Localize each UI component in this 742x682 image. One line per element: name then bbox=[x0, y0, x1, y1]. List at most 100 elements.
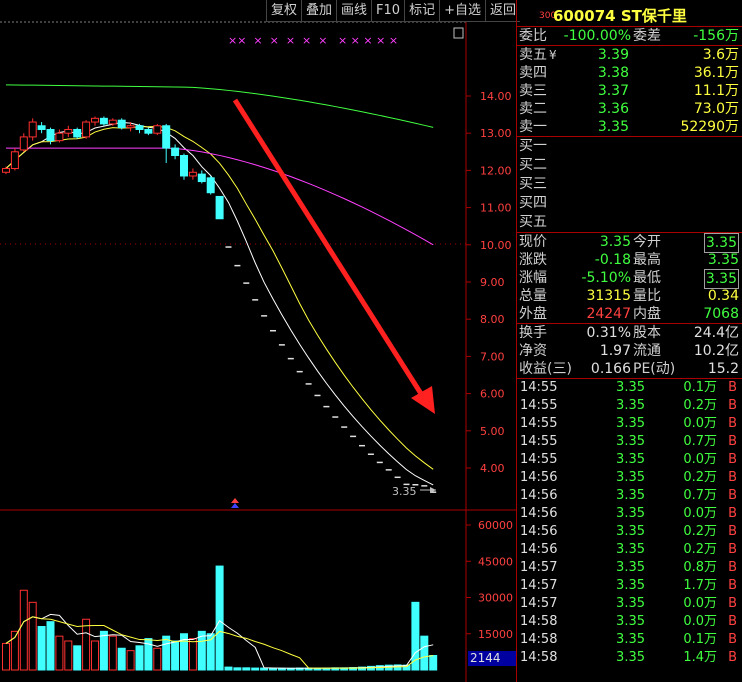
tick-row: 14:58 3.35 0.1万 B bbox=[517, 631, 742, 649]
tick-side: B bbox=[728, 398, 737, 413]
add-watchlist-button[interactable]: +自选 bbox=[439, 0, 485, 22]
weibi-label: 委比 bbox=[519, 28, 547, 44]
volume-bar bbox=[429, 655, 438, 671]
ma20-line bbox=[6, 147, 434, 246]
bid-row: 买五 bbox=[517, 213, 742, 232]
volume-bar bbox=[242, 667, 251, 671]
bid-label: 买三 bbox=[519, 176, 547, 192]
ask-row: 卖五 ¥3.39 3.6万 bbox=[517, 46, 742, 64]
mark-button[interactable]: 标记 bbox=[404, 0, 440, 22]
f10-button[interactable]: F10 bbox=[371, 0, 405, 22]
volume-bar bbox=[171, 640, 180, 671]
tick-time: 14:55 bbox=[520, 452, 558, 467]
ask-label: 卖一 bbox=[519, 119, 547, 135]
stat-label-2: 量比 bbox=[633, 288, 661, 304]
ask-label: 卖五 bbox=[519, 47, 547, 63]
stock-title[interactable]: 600074 ST保千里 bbox=[553, 7, 687, 25]
bid-label: 买四 bbox=[519, 195, 547, 211]
tick-time: 14:55 bbox=[520, 380, 558, 395]
candle bbox=[188, 171, 197, 177]
trend-arrow-head-icon bbox=[411, 386, 435, 414]
candle bbox=[135, 125, 144, 130]
draw-line-button[interactable]: 画线 bbox=[336, 0, 372, 22]
volume-bar bbox=[46, 621, 55, 671]
ma5-line bbox=[5, 121, 434, 486]
tick-list[interactable]: 14:55 3.35 0.1万 B 14:55 3.35 0.2万 B 14:55 3.35 0.0… bbox=[517, 379, 742, 667]
tick-price: 3.35 bbox=[616, 506, 645, 521]
candle bbox=[46, 128, 55, 142]
tick-time: 14:55 bbox=[520, 416, 558, 431]
stat-value: 24247 bbox=[586, 306, 631, 322]
ask-volume: 36.1万 bbox=[693, 65, 739, 81]
bid-label: 买二 bbox=[519, 157, 547, 173]
kline-svg[interactable]: 14.00 13.00 12.00 11.00 10.00 9.00 8.00 7.00 6.0… bbox=[0, 0, 516, 682]
volume-bar bbox=[144, 638, 153, 671]
candle bbox=[73, 128, 82, 138]
tick-price: 3.35 bbox=[616, 614, 645, 629]
volume-bar bbox=[37, 626, 46, 671]
window-icon[interactable] bbox=[453, 27, 464, 39]
volume-bar bbox=[269, 667, 277, 671]
volume-bar bbox=[126, 650, 135, 671]
stat-value-2: 3.35 bbox=[707, 252, 739, 268]
ask-mark: ¥ bbox=[549, 48, 557, 62]
fund-value-2: 15.2 bbox=[707, 361, 739, 377]
price-tick-label: 7.00 bbox=[480, 350, 505, 363]
fund-label-2: 流通 bbox=[633, 343, 661, 359]
candle bbox=[108, 119, 117, 125]
fund-label-2: PE(动) bbox=[633, 361, 676, 377]
volume-bar bbox=[91, 640, 99, 671]
ma10-line bbox=[5, 125, 434, 470]
volume-bar bbox=[82, 618, 91, 671]
volume-bar bbox=[233, 667, 242, 671]
volume-bar bbox=[28, 601, 37, 671]
back-button[interactable]: 返回 bbox=[485, 0, 521, 22]
tick-price: 3.35 bbox=[616, 398, 645, 413]
vol-tick-label: 60000 bbox=[478, 519, 513, 532]
volume-bar bbox=[73, 645, 82, 671]
candle bbox=[126, 125, 135, 129]
candle bbox=[180, 155, 188, 177]
signal-markers: ×× × × × × × × × × × × bbox=[228, 34, 398, 47]
volume-bar bbox=[135, 645, 144, 671]
vol-tick-label: 15000 bbox=[478, 628, 513, 641]
tick-row: 14:56 3.35 0.2万 B bbox=[517, 469, 742, 487]
stats-block: 现价 3.35 今开 3.35 涨跌 -0.18 最高 3.35 涨幅 -5.10% 最低 3.35 总… bbox=[517, 233, 742, 323]
candle bbox=[37, 125, 46, 130]
candle bbox=[171, 147, 180, 157]
volume-bar bbox=[162, 635, 171, 671]
volume-bar bbox=[215, 565, 224, 671]
ask-book: 卖五 ¥3.39 3.6万 卖四 3.38 36.1万 卖三 3.37 11.1万 卖二 3.36 7… bbox=[517, 46, 742, 136]
tick-time: 14:56 bbox=[520, 470, 558, 485]
tick-price: 3.35 bbox=[616, 416, 645, 431]
stat-label: 总量 bbox=[519, 288, 547, 304]
fuquan-button[interactable]: 复权 bbox=[266, 0, 302, 22]
ma60-line bbox=[5, 84, 434, 128]
fund-label: 收益(三) bbox=[519, 361, 572, 377]
candle bbox=[197, 173, 206, 183]
tick-time: 14:57 bbox=[520, 596, 558, 611]
stat-row: 外盘 24247 内盘 7068 bbox=[517, 305, 742, 323]
tick-side: B bbox=[728, 524, 737, 539]
volume-bar bbox=[188, 638, 197, 671]
tick-price: 3.35 bbox=[616, 488, 645, 503]
tick-side: B bbox=[728, 578, 737, 593]
volume-bar bbox=[180, 633, 188, 671]
volume-bar bbox=[251, 667, 260, 671]
tick-price: 3.35 bbox=[616, 470, 645, 485]
fund-value: 0.31% bbox=[586, 325, 631, 341]
tick-price: 3.35 bbox=[616, 596, 645, 611]
kline-chart[interactable]: 14.00 13.00 12.00 11.00 10.00 9.00 8.00 7.00 6.0… bbox=[0, 0, 516, 682]
tick-side: B bbox=[728, 380, 737, 395]
candle bbox=[91, 117, 99, 123]
last-price-label: 3.35 bbox=[392, 485, 417, 498]
stat-value-2: 0.34 bbox=[707, 288, 739, 304]
tick-side: B bbox=[728, 434, 737, 449]
vol-tick-label: 30000 bbox=[478, 592, 513, 605]
overlay-button[interactable]: 叠加 bbox=[301, 0, 337, 22]
ask-label: 卖四 bbox=[519, 65, 547, 81]
stat-value-2: 7068 bbox=[703, 306, 739, 322]
tick-time: 14:56 bbox=[520, 524, 558, 539]
ask-price: 3.37 bbox=[597, 83, 629, 99]
bid-row: 买二 bbox=[517, 156, 742, 175]
